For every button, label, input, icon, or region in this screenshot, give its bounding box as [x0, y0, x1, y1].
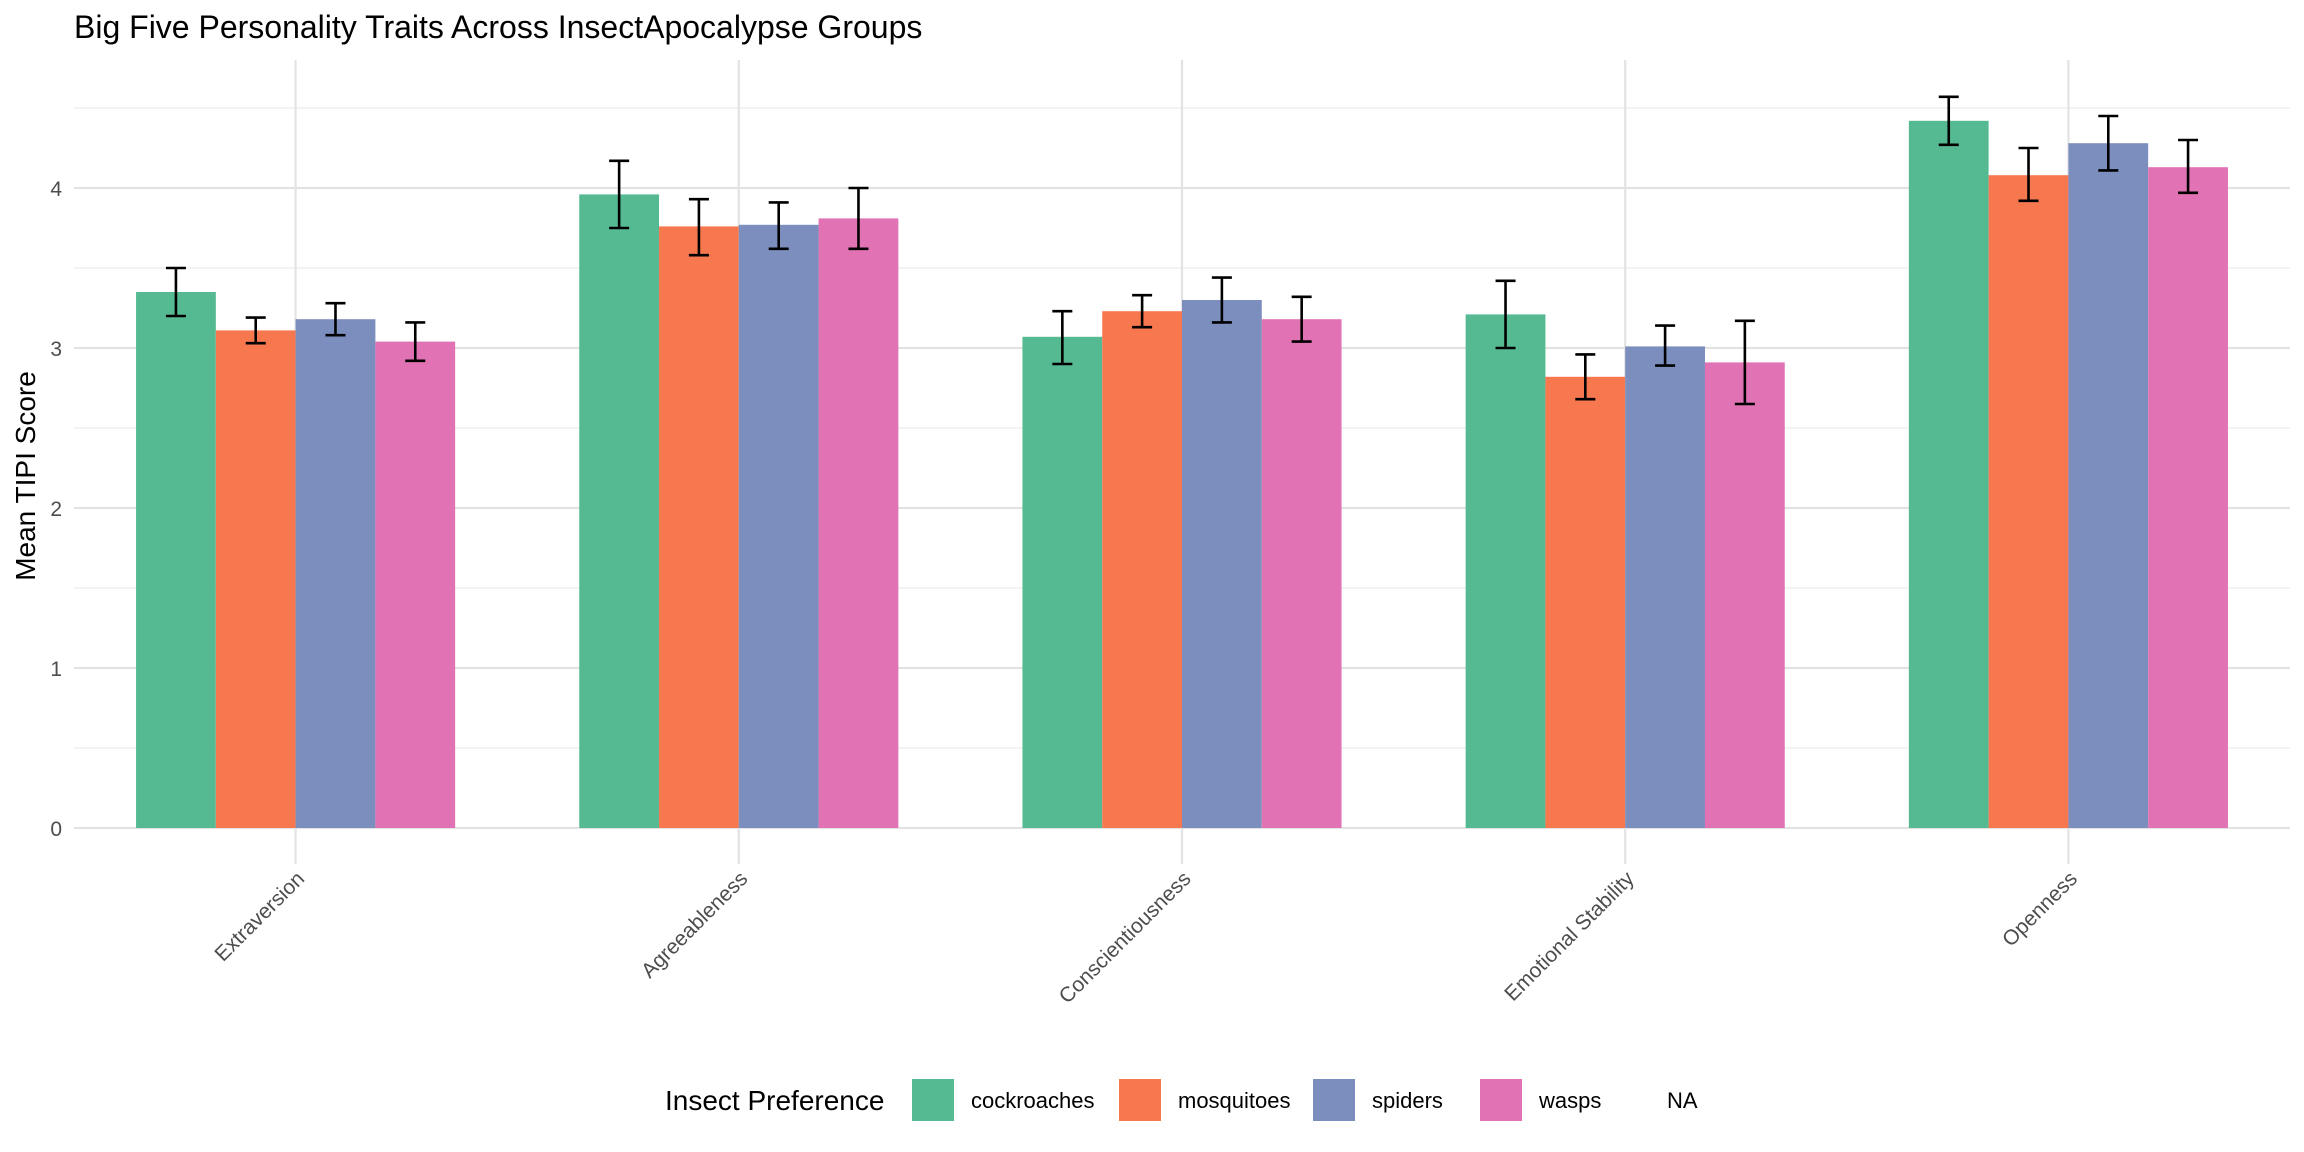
error-bar-cockroaches: [1938, 95, 1959, 147]
error-bar-cockroaches: [609, 159, 630, 230]
error-bar-wasps: [405, 321, 426, 363]
bar-mosquitoes: [1102, 311, 1182, 828]
bar-cockroaches: [136, 292, 216, 828]
error-bar-wasps: [2178, 138, 2199, 195]
legend-swatch: [1119, 1079, 1161, 1121]
x-tick-label: Agreeableness: [637, 867, 752, 982]
legend-swatch: [1480, 1079, 1522, 1121]
legend-label: mosquitoes: [1178, 1088, 1291, 1113]
error-bar-mosquitoes: [1575, 353, 1596, 401]
bar-cockroaches: [1465, 314, 1546, 828]
error-bars: [165, 95, 2199, 406]
legend-item-wasps: wasps: [1480, 1079, 1601, 1121]
bar-mosquitoes: [1988, 175, 2069, 828]
y-tick-label: 2: [50, 498, 62, 521]
error-bar-spiders: [1655, 324, 1676, 367]
legend-item-mosquitoes: mosquitoes: [1119, 1079, 1291, 1121]
error-bar-cockroaches: [1052, 309, 1073, 366]
bar-wasps: [1704, 362, 1785, 828]
legend-item-spiders: spiders: [1313, 1079, 1443, 1121]
error-bar-spiders: [325, 301, 346, 337]
bar-wasps: [2148, 167, 2228, 828]
error-bar-wasps: [848, 186, 869, 251]
error-bar-wasps: [1291, 295, 1312, 343]
bar-spiders: [1182, 300, 1262, 828]
x-axis-ticks: Extraversion Agreeableness Conscientiousne…: [210, 867, 2082, 1008]
bar-spiders: [295, 319, 376, 828]
bar-cockroaches: [579, 194, 660, 828]
y-axis-label: Mean TIPI Score: [10, 371, 41, 581]
error-bar-cockroaches: [1495, 279, 1516, 350]
x-tick-label: Conscientiousness: [1055, 867, 1196, 1008]
legend: Insect Preference cockroaches mosquitoes s…: [665, 1079, 1698, 1121]
error-bar-cockroaches: [165, 266, 186, 318]
x-tick-label: Emotional Stability: [1500, 867, 1639, 1006]
legend-swatch: [1313, 1079, 1355, 1121]
legend-label: wasps: [1538, 1088, 1601, 1113]
error-bar-mosquitoes: [1132, 293, 1153, 329]
legend-title: Insect Preference: [665, 1085, 884, 1116]
chart-title: Big Five Personality Traits Across Insec…: [74, 9, 922, 45]
bar-cockroaches: [1022, 336, 1103, 828]
legend-item-cockroaches: cockroaches: [912, 1079, 1095, 1121]
error-bar-spiders: [1211, 276, 1232, 324]
x-tick-label: Openness: [1998, 867, 2082, 951]
bar-mosquitoes: [659, 226, 739, 828]
bar-cockroaches: [1908, 120, 1989, 829]
error-bar-mosquitoes: [688, 197, 709, 257]
bar-wasps: [1261, 319, 1342, 828]
legend-label-na: NA: [1667, 1088, 1698, 1113]
bar-spiders: [738, 224, 819, 829]
y-tick-label: 0: [50, 818, 62, 841]
y-tick-label: 1: [50, 658, 62, 681]
bar-wasps: [818, 218, 899, 828]
bar-mosquitoes: [215, 330, 296, 828]
bar-mosquitoes: [1545, 376, 1626, 828]
error-bar-wasps: [1734, 319, 1755, 406]
legend-label: cockroaches: [971, 1088, 1095, 1113]
error-bar-spiders: [768, 201, 789, 251]
error-bar-spiders: [2098, 114, 2119, 172]
bar-wasps: [375, 341, 456, 828]
y-tick-label: 3: [50, 338, 62, 361]
legend-swatch: [912, 1079, 954, 1121]
bar-spiders: [1625, 346, 1705, 828]
bar-spiders: [2068, 143, 2149, 828]
y-axis-ticks: 0 1 2 3 4: [50, 178, 62, 841]
legend-label: spiders: [1372, 1088, 1443, 1113]
error-bar-mosquitoes: [2018, 146, 2039, 203]
error-bar-mosquitoes: [245, 316, 266, 345]
bars: [136, 120, 2228, 829]
y-tick-label: 4: [50, 178, 62, 201]
x-tick-label: Extraversion: [210, 867, 309, 966]
